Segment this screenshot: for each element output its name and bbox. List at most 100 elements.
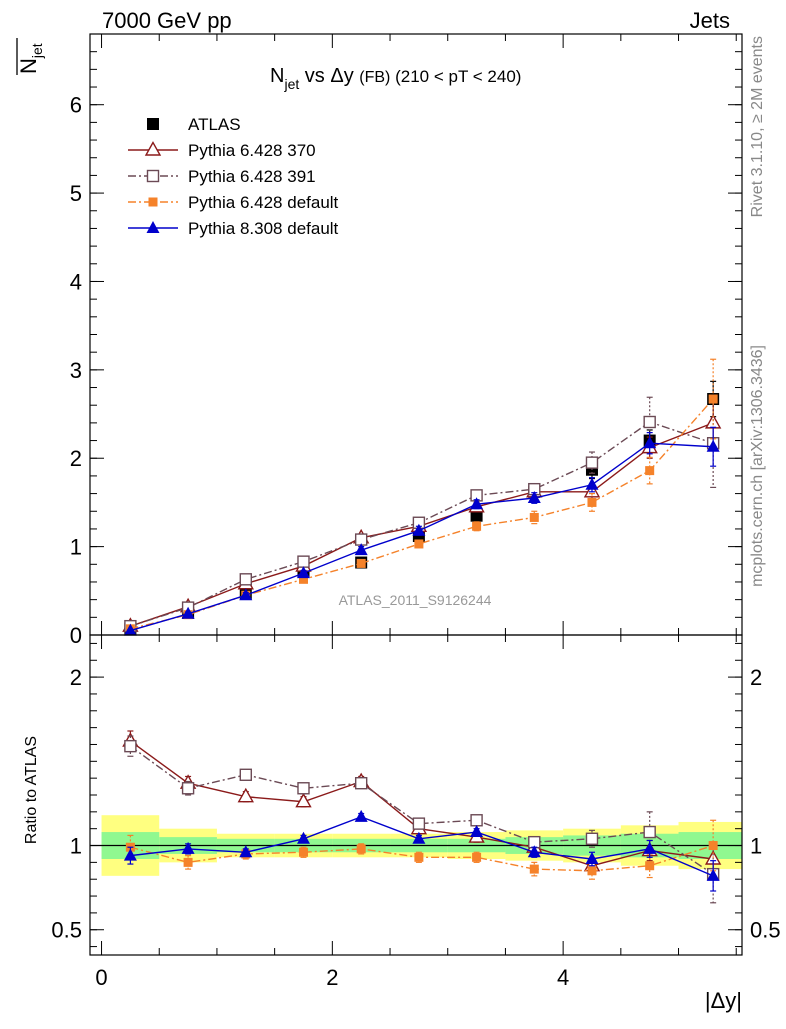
data-point [645,861,655,871]
data-point [181,782,195,795]
data-point [529,864,539,874]
x-tick-label: 4 [557,965,569,990]
legend-label: Pythia 6.428 370 [188,141,316,160]
data-point [645,466,655,476]
data-point [124,739,137,753]
data-point [181,841,195,854]
data-point [123,623,137,636]
watermark: ATLAS_2011_S9126244 [339,592,492,608]
data-point [643,825,656,839]
mcplots-label: mcplots.cern.ch [arXiv:1306.3436] [749,345,766,587]
data-point [297,555,310,568]
ratio-xlabel: |Δy| [705,988,742,1013]
data-point [356,844,366,854]
legend-marker [144,141,162,156]
data-point [527,845,541,858]
y-tick-label: 1 [70,535,82,560]
ratio-panel: 0.5 0.5 1 1 2 2 0 2 4 Ratio to ATLAS |Δy| [23,634,781,1013]
data-point [529,512,539,522]
data-point [708,841,718,851]
main-panel: 0 1 2 3 4 5 6 Njet vs Δy (FB) (210 < pT < 240)… [16,33,743,648]
legend-marker [146,221,160,233]
data-point [239,845,253,858]
data-point [298,847,308,857]
legend-item-atlas: ATLAS [147,115,241,134]
data-point [472,521,482,531]
data-point [643,436,657,449]
data-point [239,768,252,781]
ratio-ylabel: Ratio to ATLAS [23,736,40,844]
ratio-y-tick-label-right: 2 [750,665,762,690]
y-tick-label: 3 [70,358,82,383]
rivet-label: Rivet 3.1.10, ≥ 2M events [749,36,766,217]
data-point [297,782,310,795]
data-point [296,831,310,844]
ratio-y-tick-label-right: 0.5 [750,918,781,943]
main-title: Njet vs Δy (FB) (210 < pT < 240) [270,65,521,92]
data-point [585,852,599,864]
data-point [585,456,599,469]
data-point [414,539,424,549]
data-point [643,415,656,429]
legend-marker [146,169,160,183]
x-tick-label: 0 [95,965,107,990]
y-tick-label: 5 [70,181,82,206]
series-line-pythia-6-428-391 [129,745,714,875]
data-point [585,477,599,490]
legend-item-pythia-8-308-default: Pythia 8.308 default [128,219,339,238]
data-point [412,817,426,830]
data-point [706,868,720,881]
data-point [354,543,368,556]
data-point [412,831,426,844]
data-point [470,497,484,510]
data-point [181,606,195,619]
data-point [295,792,312,808]
ratio-y-tick-label: 2 [70,665,82,690]
data-point [414,852,424,862]
energy-label: 7000 GeV pp [102,8,232,33]
data-point [585,832,599,845]
series-pythia-6-428-391 [124,396,720,633]
legend-label: Pythia 8.308 default [188,219,339,238]
data-point [298,574,308,584]
ratio-y-tick-label: 0.5 [51,918,82,943]
data-point [708,394,718,404]
data-point [587,497,597,507]
series-pythia-8-308-default [123,809,720,892]
legend-label: Pythia 6.428 default [188,193,339,212]
data-point [643,841,657,854]
legend-label: Pythia 6.428 391 [188,167,316,186]
y-tick-label: 6 [70,93,82,118]
x-tick-label: 2 [326,965,338,990]
y-tick-label: 0 [70,623,82,648]
legend-marker [147,118,159,130]
y-tick-label: 2 [70,446,82,471]
data-point [470,509,483,522]
data-point [356,558,366,568]
data-point [587,866,597,876]
data-point [183,857,193,867]
legend-item-pythia-6-428-default: Pythia 6.428 default [128,193,339,212]
category-label: Jets [690,8,730,33]
ratio-y-tick-label-right: 1 [750,834,762,859]
legend-item-pythia-6-428-391: Pythia 6.428 391 [128,167,316,186]
legend: ATLAS Pythia 6.428 370 Pythia 6.428 391 Pyt… [128,115,339,238]
data-point [296,566,310,579]
y-tick-label: 4 [70,269,82,294]
data-point [239,573,252,586]
ratio-y-tick-label: 1 [70,834,82,859]
data-point [472,852,482,862]
data-point [706,439,720,452]
data-point [354,809,368,822]
data-point [470,825,484,838]
data-point [354,777,368,790]
data-point [237,787,254,803]
data-point [470,814,483,827]
data-point [527,491,541,504]
legend-item-pythia-6-428-370: Pythia 6.428 370 [128,141,316,160]
data-point [412,523,426,536]
data-point [123,848,137,861]
data-point [239,588,253,601]
main-ylabel: Njet [16,43,45,74]
